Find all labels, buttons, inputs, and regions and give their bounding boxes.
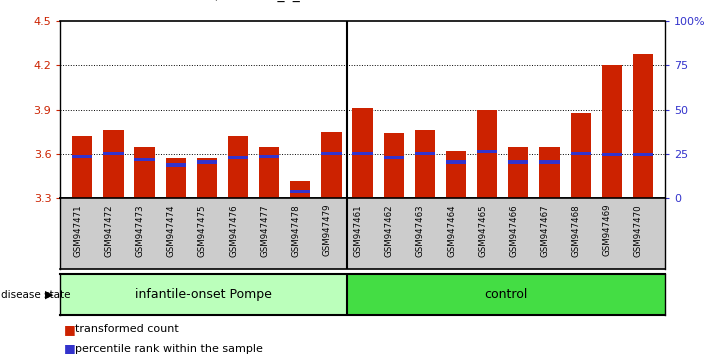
Bar [477,150,497,153]
Bar [415,152,435,155]
Text: GSM947479: GSM947479 [323,204,331,256]
Text: ■: ■ [64,323,76,336]
Bar [228,156,248,159]
Text: GSM947474: GSM947474 [166,204,176,257]
Text: ■: ■ [64,342,76,354]
Bar [384,133,404,198]
Bar [290,181,311,198]
Bar [415,130,435,198]
Bar [166,158,186,198]
Bar [321,132,341,198]
Bar [197,160,217,164]
Bar [508,160,528,164]
Bar [602,153,622,156]
Text: control: control [484,288,528,301]
Text: GSM947468: GSM947468 [572,204,581,257]
Bar [103,130,124,198]
Bar [134,147,155,198]
Text: GSM947467: GSM947467 [540,204,550,257]
Text: GSM947473: GSM947473 [136,204,144,257]
Bar [197,158,217,198]
Bar [103,152,124,155]
Bar [633,153,653,156]
Text: GSM947472: GSM947472 [105,204,113,257]
Bar [228,136,248,198]
Text: GSM947461: GSM947461 [353,204,363,257]
Bar [602,65,622,198]
Text: infantile-onset Pompe: infantile-onset Pompe [135,288,272,301]
Text: GSM947463: GSM947463 [416,204,425,257]
Bar [134,158,155,161]
Bar [353,108,373,198]
Bar [353,152,373,155]
Text: GDS4410 / 216557_x_at: GDS4410 / 216557_x_at [146,0,314,2]
Bar [570,113,591,198]
Text: GSM947476: GSM947476 [229,204,238,257]
Bar [570,152,591,155]
Text: percentile rank within the sample: percentile rank within the sample [75,344,262,354]
Bar [321,152,341,155]
Text: GSM947469: GSM947469 [603,204,612,256]
Text: GSM947466: GSM947466 [509,204,518,257]
Bar [72,136,92,198]
Text: GSM947464: GSM947464 [447,204,456,257]
Bar [540,160,560,164]
Text: GSM947465: GSM947465 [479,204,487,257]
Bar [60,274,347,315]
Bar [259,147,279,198]
Text: ▶: ▶ [45,290,53,300]
Text: GSM947477: GSM947477 [260,204,269,257]
Text: transformed count: transformed count [75,324,178,334]
Bar [259,155,279,158]
Text: GSM947475: GSM947475 [198,204,207,257]
Bar [446,160,466,164]
Bar [72,155,92,158]
Text: GSM947478: GSM947478 [292,204,300,257]
Bar [347,274,665,315]
Text: GSM947462: GSM947462 [385,204,394,257]
Text: disease state: disease state [1,290,71,300]
Bar [633,54,653,198]
Bar [540,147,560,198]
Bar [508,147,528,198]
Bar [477,110,497,198]
Text: GSM947470: GSM947470 [634,204,643,257]
Text: GSM947471: GSM947471 [73,204,82,257]
Bar [446,151,466,198]
Bar [166,164,186,167]
Bar [384,156,404,159]
Bar [290,190,311,193]
